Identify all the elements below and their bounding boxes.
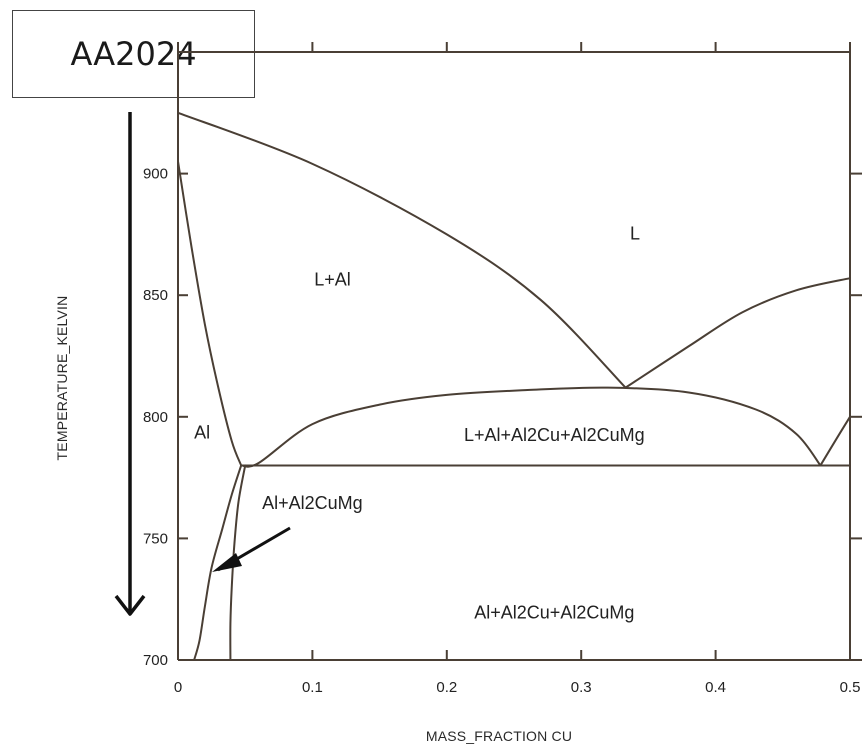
- region-label: L+Al: [314, 269, 351, 289]
- y-tick-label: 750: [143, 530, 168, 547]
- x-tick-label: 0.2: [436, 679, 457, 696]
- y-tick-label: 900: [143, 166, 168, 183]
- x-tick-label: 0.4: [705, 679, 726, 696]
- x-tick-label: 0.1: [302, 679, 323, 696]
- y-axis-label: TEMPERATURE_KELVIN: [54, 295, 70, 461]
- x-tick-label: 0.5: [840, 679, 861, 696]
- phase-boundary-l-al2cumg-dome: [240, 386, 822, 468]
- x-axis-label: MASS_FRACTION CU: [425, 728, 573, 744]
- pointer-arrow-head: [212, 553, 242, 572]
- region-label: Al: [194, 423, 210, 443]
- region-label: Al+Al2CuMg: [262, 493, 363, 513]
- phase-boundary-liquidus-al: [177, 111, 627, 389]
- x-tick-label: 0.3: [571, 679, 592, 696]
- phase-boundary-solidus: [177, 160, 243, 467]
- region-label: L+Al+Al2Cu+Al2CuMg: [464, 425, 645, 445]
- region-label: L: [630, 223, 640, 243]
- chart-title: AA2024: [70, 35, 197, 73]
- y-tick-label: 800: [143, 409, 168, 426]
- down-arrow-head: [114, 594, 146, 616]
- phase-boundary-liquidus-al2cu: [624, 277, 851, 389]
- y-tick-label: 700: [143, 652, 168, 669]
- chart-title-box: AA2024: [12, 10, 255, 98]
- x-tick-label: 0: [174, 679, 182, 696]
- phase-boundary-eutectic-right: [819, 415, 851, 467]
- y-tick-label: 850: [143, 287, 168, 304]
- region-label: Al+Al2Cu+Al2CuMg: [474, 603, 634, 623]
- phase-boundary-solvus-inner: [193, 464, 243, 661]
